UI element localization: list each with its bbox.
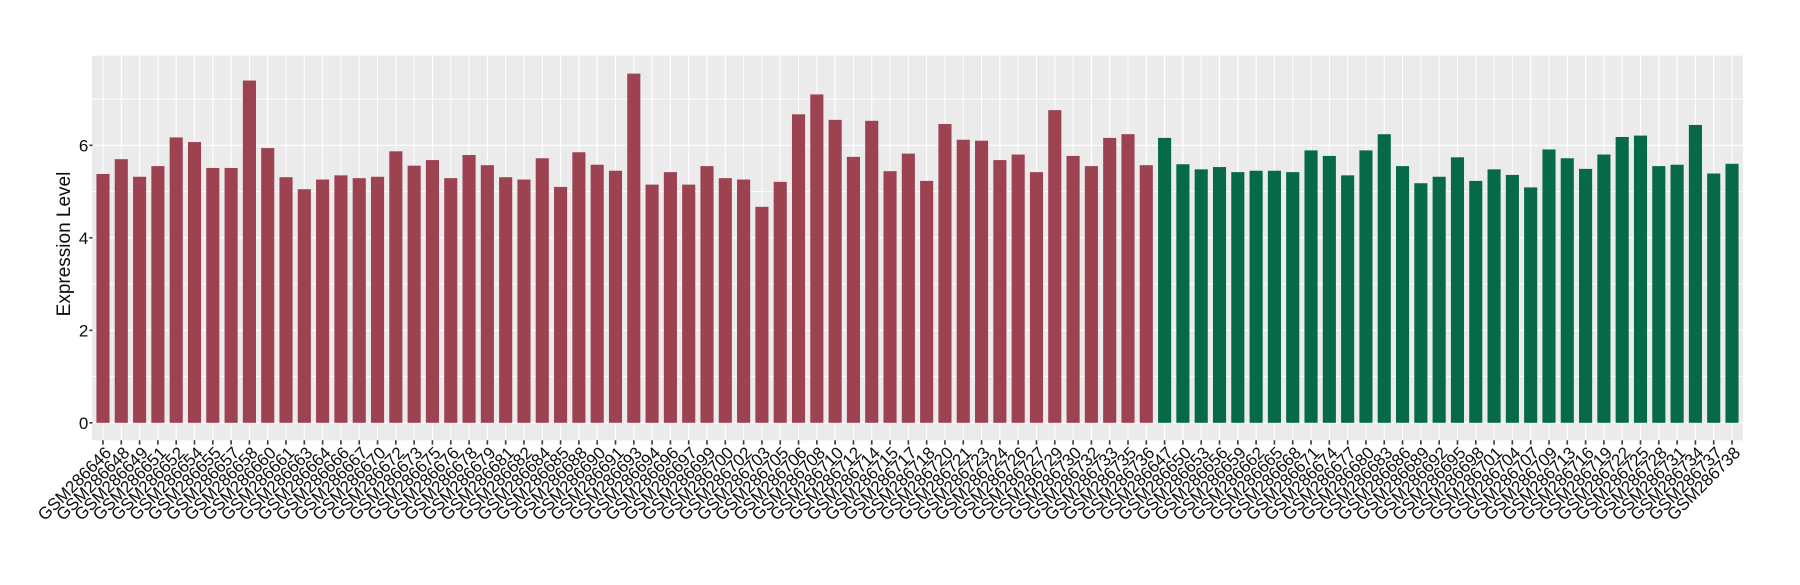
svg-text:4: 4 (79, 229, 88, 248)
svg-text:2: 2 (79, 322, 88, 341)
svg-text:Expression Level: Expression Level (54, 172, 75, 317)
svg-text:6: 6 (79, 137, 88, 156)
svg-text:0: 0 (79, 414, 88, 433)
